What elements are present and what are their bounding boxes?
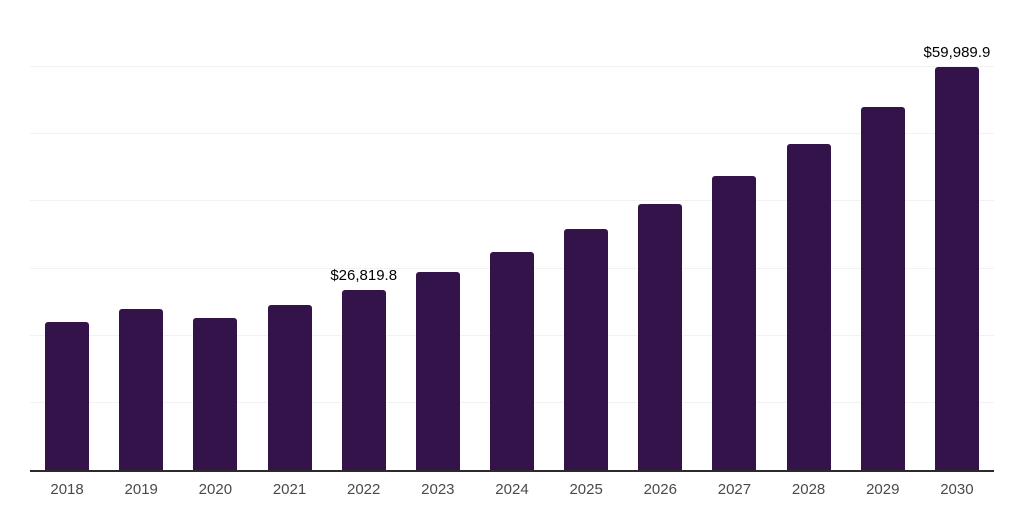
x-tick-2020: 2020 (198, 481, 233, 498)
bar-2021 (267, 304, 312, 470)
bar-2024 (490, 252, 534, 470)
plot-area: $26,819.8 $59,989.9 (30, 0, 994, 472)
bar-2020 (193, 317, 238, 470)
bar-2027 (712, 175, 757, 470)
gridline-50000 (30, 133, 994, 135)
bar-2022 (341, 289, 386, 470)
bar-2026 (638, 203, 683, 470)
gridline-60000 (30, 66, 994, 68)
x-tick-2024: 2024 (495, 481, 529, 498)
bar-2028 (786, 143, 831, 470)
bar-2030 (934, 67, 979, 470)
x-tick-2025: 2025 (569, 481, 603, 498)
x-tick-2029: 2029 (866, 481, 900, 498)
x-tick-2018: 2018 (50, 481, 84, 498)
x-tick-2030: 2030 (940, 481, 974, 498)
x-tick-2027: 2027 (717, 481, 752, 498)
gridline-40000 (30, 200, 994, 202)
x-tick-2028: 2028 (791, 481, 826, 498)
x-tick-2021: 2021 (272, 481, 307, 498)
x-tick-2023: 2023 (421, 481, 455, 498)
bar-value-label-2030: $59,989.9 (923, 44, 991, 62)
bar-2025 (564, 228, 609, 470)
x-axis: 2018 2019 2020 2021 2022 2023 2024 2025 2026 2027… (30, 481, 994, 505)
bar-value-label-2022: $26,819.8 (330, 266, 398, 284)
bar-2019 (119, 308, 164, 470)
x-tick-2019: 2019 (124, 481, 158, 498)
x-tick-2022: 2022 (346, 481, 381, 498)
bar-2029 (860, 107, 905, 470)
bar-2023 (415, 271, 460, 470)
bar-2018 (45, 322, 90, 470)
x-tick-2026: 2026 (643, 481, 677, 498)
